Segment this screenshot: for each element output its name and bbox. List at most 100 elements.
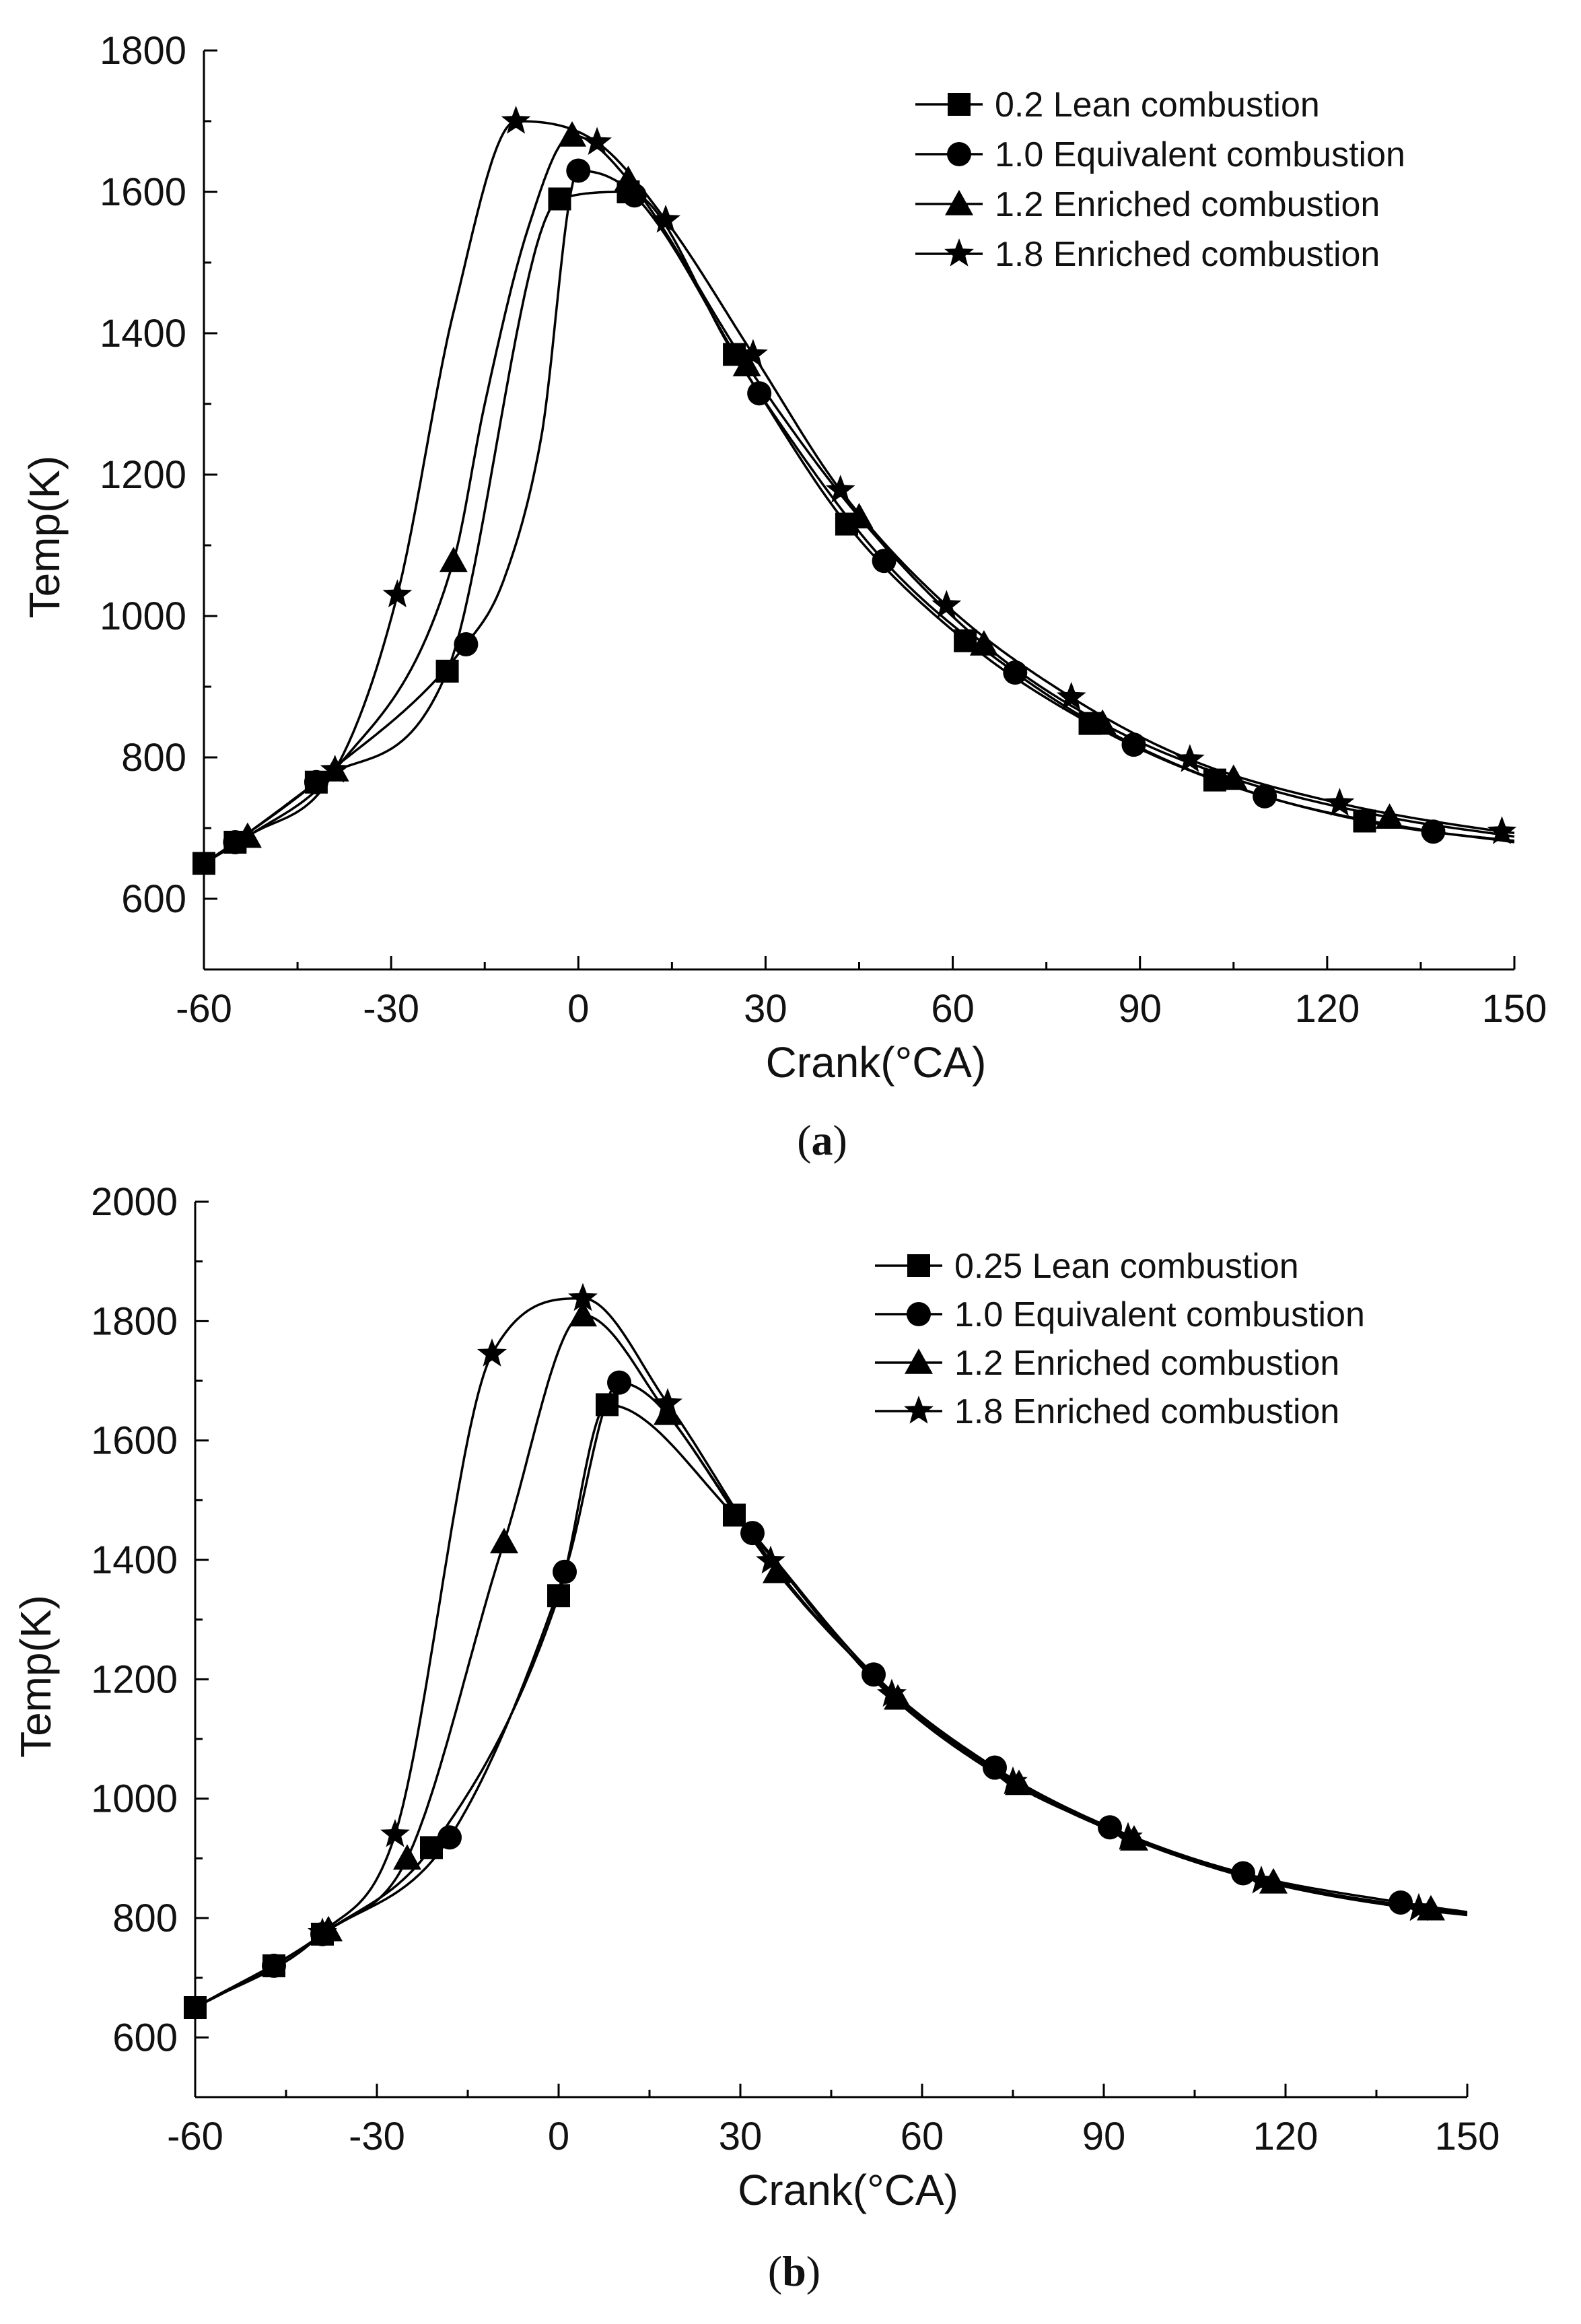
legend: 0.25 Lean combustion 1.0 Equivalent combu… bbox=[875, 1247, 1365, 1431]
x-axis-title: Crank(°CA) bbox=[766, 1038, 987, 1087]
data-point-circle bbox=[607, 1370, 631, 1395]
y-tick-label: 800 bbox=[121, 736, 186, 780]
legend-label: 0.25 Lean combustion bbox=[954, 1247, 1299, 1286]
y-tick-label: 1400 bbox=[100, 312, 186, 355]
y-tick-label: 1000 bbox=[91, 1777, 178, 1821]
series-line-square bbox=[195, 1403, 1468, 2009]
x-axis-title: Crank(°CA) bbox=[738, 2166, 958, 2214]
panel-label: (b) bbox=[768, 2247, 820, 2295]
legend-item: 0.25 Lean combustion bbox=[875, 1247, 1299, 1286]
x-tick-label: 0 bbox=[567, 987, 589, 1031]
data-point-circle bbox=[1389, 1890, 1413, 1915]
legend-item: 1.0 Equivalent combustion bbox=[915, 135, 1405, 174]
legend-marker-triangle bbox=[945, 190, 973, 215]
data-point-triangle bbox=[969, 630, 998, 656]
data-point-triangle bbox=[393, 1844, 421, 1870]
data-point-star bbox=[932, 590, 962, 618]
chart-panel-b: -60 -30 0 30 60 90 120 150 600 800 1000 1200 1400 160… bbox=[11, 1180, 1500, 2295]
legend-label: 1.0 Equivalent combustion bbox=[954, 1295, 1365, 1334]
y-tick-label: 1600 bbox=[100, 170, 186, 214]
x-tick-label: 90 bbox=[1082, 2115, 1126, 2158]
data-point-star bbox=[501, 106, 531, 134]
data-point-star bbox=[582, 127, 612, 156]
legend-label: 1.2 Enriched combustion bbox=[954, 1344, 1339, 1383]
series-group bbox=[184, 1283, 1468, 2019]
legend-marker-square bbox=[907, 1254, 930, 1277]
data-point-star bbox=[651, 205, 680, 233]
data-point-square bbox=[596, 1393, 619, 1416]
data-point-star bbox=[653, 1388, 682, 1416]
data-point-star bbox=[998, 1766, 1028, 1795]
y-tick-label: 800 bbox=[112, 1896, 178, 1940]
data-point-star bbox=[1404, 1892, 1434, 1921]
data-point-circle bbox=[747, 381, 772, 406]
x-tick-label: 120 bbox=[1294, 987, 1360, 1031]
data-point-circle bbox=[872, 549, 897, 574]
y-tick-label: 600 bbox=[121, 877, 186, 921]
data-point-triangle bbox=[490, 1528, 518, 1554]
legend-item: 1.8 Enriched combustion bbox=[915, 235, 1380, 274]
x-tick-label: 60 bbox=[931, 987, 975, 1031]
x-tick-label: 60 bbox=[901, 2115, 944, 2158]
data-point-triangle bbox=[569, 1301, 597, 1327]
data-point-star bbox=[382, 579, 413, 608]
data-point-circle bbox=[1231, 1861, 1255, 1886]
legend-label: 1.0 Equivalent combustion bbox=[995, 135, 1405, 174]
data-point-triangle bbox=[1088, 709, 1117, 735]
data-point-star bbox=[1113, 1822, 1143, 1850]
legend-label: 1.2 Enriched combustion bbox=[995, 185, 1380, 224]
data-point-star bbox=[1246, 1866, 1276, 1894]
data-point-circle bbox=[566, 158, 591, 183]
y-tick-label: 1800 bbox=[100, 29, 186, 73]
y-tick-label: 1200 bbox=[91, 1657, 178, 1701]
data-point-circle bbox=[1121, 732, 1146, 757]
y-axis-title: Temp(K) bbox=[11, 1595, 60, 1758]
legend-marker-circle bbox=[907, 1302, 931, 1326]
y-tick-label: 1600 bbox=[91, 1419, 178, 1463]
legend-label: 0.2 Lean combustion bbox=[995, 86, 1320, 125]
y-tick-label: 1200 bbox=[100, 453, 186, 497]
data-point-star bbox=[1325, 788, 1355, 816]
x-tick-label: -60 bbox=[176, 987, 232, 1031]
data-point-triangle bbox=[614, 166, 643, 191]
data-point-star bbox=[308, 1917, 337, 1946]
x-tick-label: 150 bbox=[1435, 2115, 1500, 2158]
x-tick-label: 0 bbox=[548, 2115, 569, 2158]
series-line-star bbox=[203, 120, 1515, 864]
data-point-triangle bbox=[654, 1399, 682, 1425]
data-point-star bbox=[877, 1678, 907, 1707]
legend-label: 1.8 Enriched combustion bbox=[995, 235, 1380, 274]
x-tick-label: -60 bbox=[167, 2115, 223, 2158]
x-tick-label: 150 bbox=[1482, 987, 1547, 1031]
data-point-star bbox=[568, 1283, 598, 1311]
x-tick-label: -30 bbox=[349, 2115, 405, 2158]
data-point-star bbox=[380, 1818, 410, 1847]
legend-marker-square bbox=[948, 93, 971, 116]
series-group bbox=[192, 106, 1517, 875]
series-line-circle bbox=[203, 169, 1515, 864]
data-point-triangle bbox=[1375, 803, 1404, 829]
panel-label: (a) bbox=[797, 1116, 847, 1164]
data-point-star bbox=[756, 1545, 785, 1574]
y-tick-label: 600 bbox=[112, 2016, 178, 2059]
x-tick-label: 30 bbox=[744, 987, 787, 1031]
data-point-star bbox=[1056, 681, 1086, 710]
data-point-triangle bbox=[558, 121, 587, 147]
axes: -60 -30 0 30 60 90 120 150 600 800 1000 1200 1400 160… bbox=[100, 29, 1547, 1031]
legend-marker-triangle bbox=[905, 1348, 933, 1374]
legend-item: 1.2 Enriched combustion bbox=[875, 1344, 1339, 1383]
data-point-star bbox=[1175, 744, 1205, 772]
x-tick-label: 120 bbox=[1253, 2115, 1319, 2158]
data-point-square bbox=[435, 659, 459, 683]
data-point-triangle bbox=[1219, 764, 1248, 790]
legend-marker-star bbox=[944, 238, 974, 267]
data-point-star bbox=[825, 475, 855, 503]
legend-item: 1.2 Enriched combustion bbox=[915, 185, 1380, 224]
legend-marker-circle bbox=[947, 142, 971, 166]
series-line-circle bbox=[195, 1381, 1468, 2009]
legend-marker-star bbox=[904, 1396, 934, 1424]
y-tick-label: 2000 bbox=[91, 1180, 178, 1224]
data-point-triangle bbox=[439, 547, 468, 572]
data-point-star bbox=[738, 339, 768, 368]
